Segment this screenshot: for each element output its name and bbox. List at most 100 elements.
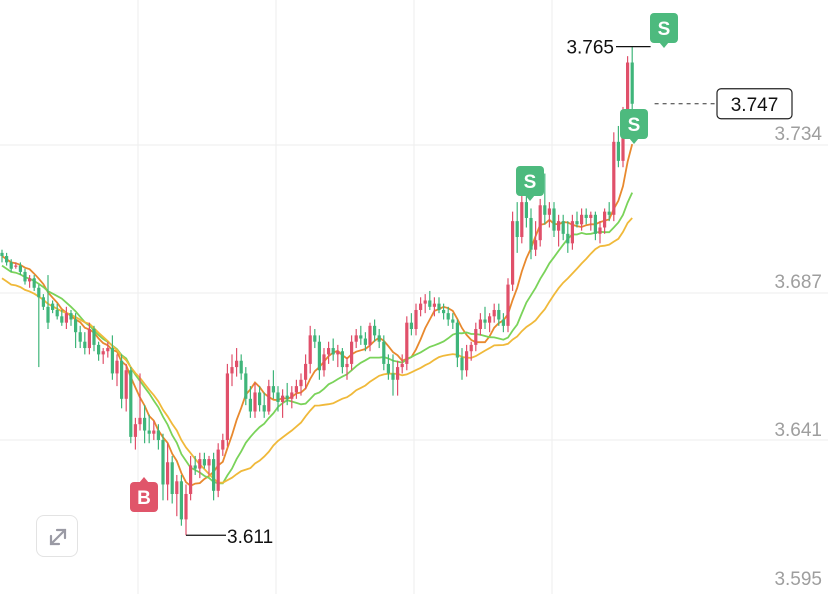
candle-body xyxy=(497,309,501,320)
candle-body xyxy=(354,335,358,342)
candle-body xyxy=(538,205,542,241)
candle-body xyxy=(575,221,579,225)
candle-body xyxy=(414,309,418,330)
candle-body xyxy=(603,211,607,228)
candle-body xyxy=(170,462,174,494)
candle-body xyxy=(478,319,482,330)
y-tick-label: 3.687 xyxy=(774,272,822,293)
candle-body xyxy=(359,335,363,339)
candle-body xyxy=(55,309,59,317)
candle-body xyxy=(106,348,110,352)
candle-body xyxy=(221,440,225,450)
candle-body xyxy=(189,465,193,494)
candle-body xyxy=(520,202,524,238)
candle-body xyxy=(299,379,303,387)
candle-body xyxy=(570,221,574,244)
candle-body xyxy=(327,348,331,355)
candle-body xyxy=(515,221,519,238)
candle-body xyxy=(432,303,436,307)
last-price-label: 3.747 xyxy=(731,95,779,116)
sell-signal-badge xyxy=(620,109,648,139)
candle-body xyxy=(285,395,289,399)
candle-body xyxy=(419,303,423,310)
candle-body xyxy=(451,319,455,323)
candle-body xyxy=(336,351,340,355)
candle-body xyxy=(101,351,105,355)
candle-body xyxy=(382,341,386,364)
fullscreen-button[interactable] xyxy=(36,515,78,557)
candle-body xyxy=(230,367,234,374)
sell-signal-badge xyxy=(516,166,544,196)
candle-body xyxy=(0,252,4,257)
candle-body xyxy=(193,465,197,469)
candle-body xyxy=(161,440,165,485)
candle-body xyxy=(589,214,593,218)
candle-body xyxy=(400,363,404,368)
candle-body xyxy=(423,300,427,304)
high-marker-label: 3.765 xyxy=(566,38,614,59)
candle-body xyxy=(120,360,124,399)
y-tick-label: 3.641 xyxy=(774,420,822,441)
candle-body xyxy=(460,357,464,371)
expand-arrows-icon xyxy=(49,528,67,546)
candle-body xyxy=(506,284,510,326)
candle-body xyxy=(598,227,602,234)
candle-body xyxy=(557,221,561,231)
buy-signal-badge xyxy=(130,482,158,512)
candle-body xyxy=(377,335,381,342)
candle-body xyxy=(9,262,13,269)
candle-body xyxy=(69,313,73,320)
candle-body xyxy=(253,392,257,412)
candle-body xyxy=(492,309,496,317)
candle-body xyxy=(202,459,206,466)
candle-body xyxy=(547,208,551,215)
candle-body xyxy=(488,316,492,323)
candle-body xyxy=(580,214,584,225)
candle-body xyxy=(630,62,634,104)
candle-body xyxy=(166,462,170,485)
signal-pointer xyxy=(525,195,535,201)
candle-body xyxy=(271,386,275,393)
candle-body xyxy=(501,319,505,326)
candle-body xyxy=(239,360,243,374)
candle-body xyxy=(373,325,377,336)
candle-body xyxy=(276,392,280,402)
candle-body xyxy=(258,392,262,406)
candle-body xyxy=(543,205,547,215)
candle-body xyxy=(51,303,55,310)
candle-body xyxy=(147,430,151,434)
candle-body xyxy=(23,271,27,282)
candle-body xyxy=(5,256,9,263)
sell-signal-label: S xyxy=(524,172,537,193)
candle-body xyxy=(446,313,450,320)
candle-body xyxy=(262,405,266,412)
candle-body xyxy=(304,363,308,380)
candle-body xyxy=(511,221,515,285)
candle-body xyxy=(281,395,285,402)
candle-body xyxy=(584,214,588,218)
candle-body xyxy=(469,344,473,352)
signal-pointer xyxy=(139,477,149,483)
candle-body xyxy=(483,319,487,323)
candle-body xyxy=(14,265,18,267)
candle-body xyxy=(74,319,78,333)
candle-body xyxy=(32,278,36,288)
candle-body xyxy=(409,322,413,330)
last-price-box xyxy=(716,88,793,120)
candle-body xyxy=(455,322,459,358)
candle-body xyxy=(216,449,220,491)
y-tick-label: 3.595 xyxy=(774,569,822,590)
candle-body xyxy=(294,386,298,393)
candle-body xyxy=(138,417,142,425)
candle-body xyxy=(368,325,372,345)
candle-body xyxy=(179,481,183,520)
candle-body xyxy=(124,370,128,399)
candle-body xyxy=(37,287,41,298)
candle-body xyxy=(616,141,620,161)
signal-pointer xyxy=(629,138,639,144)
candle-body xyxy=(129,370,133,437)
candle-body xyxy=(313,335,317,342)
y-tick-label: 3.734 xyxy=(774,124,822,145)
